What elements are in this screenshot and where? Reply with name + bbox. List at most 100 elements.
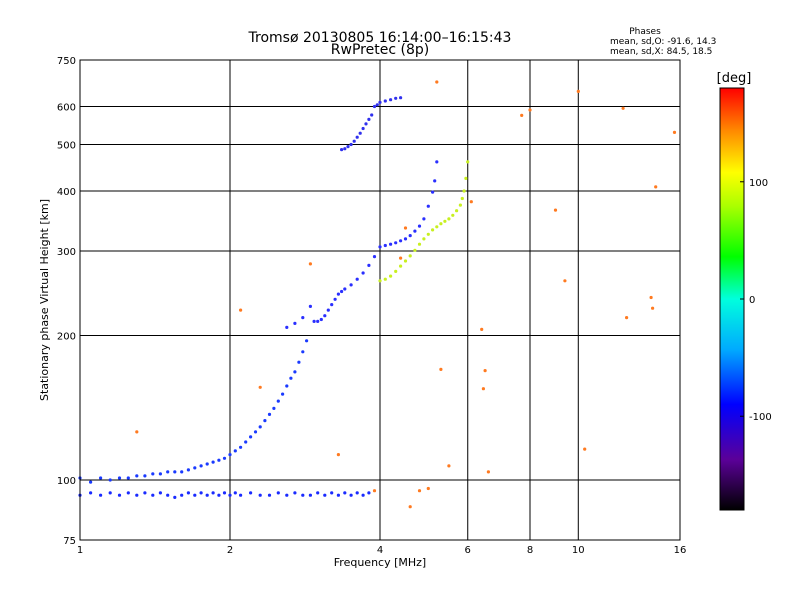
echo-point: [143, 491, 147, 495]
echo-point: [403, 237, 408, 241]
y-axis-label: Stationary phase Virtual Height [km]: [38, 199, 51, 401]
colorbar-ticks: 100 0 -100: [740, 178, 772, 423]
echo-point: [222, 491, 227, 495]
echo-point: [378, 245, 382, 249]
echo-point: [447, 464, 451, 468]
echo-point: [135, 430, 139, 434]
echo-point: [323, 493, 327, 497]
echo-point: [367, 491, 371, 495]
echo-point: [383, 243, 387, 248]
echo-point: [158, 491, 162, 495]
echo-point: [361, 126, 365, 131]
echo-point: [272, 406, 276, 410]
echo-point: [297, 360, 301, 364]
echo-point: [439, 222, 443, 226]
echo-point: [394, 96, 398, 100]
echo-point: [330, 491, 334, 495]
echo-point: [158, 472, 162, 476]
echo-point: [417, 489, 422, 493]
echo-point: [340, 289, 344, 294]
x-tick-label: 10: [572, 545, 585, 556]
y-tick-label: 750: [57, 56, 76, 67]
echo-point: [211, 491, 215, 495]
echo-point: [583, 447, 587, 451]
echo-point: [180, 493, 184, 497]
echo-point: [455, 209, 459, 213]
grid-lines: [80, 60, 680, 540]
echo-point: [520, 113, 524, 117]
echo-point: [249, 491, 253, 495]
echo-point: [312, 319, 316, 323]
echo-point: [621, 106, 625, 110]
echo-point: [462, 189, 466, 193]
phase-summary: Phases mean, sd,O: -91.6, 14.3 mean, sd,…: [610, 27, 716, 57]
echo-point: [239, 493, 243, 497]
echo-point: [323, 314, 327, 318]
echo-point: [108, 478, 112, 482]
echo-point: [135, 474, 139, 478]
echo-point: [293, 491, 297, 495]
echo-point: [301, 350, 305, 354]
echo-point: [431, 228, 435, 232]
echo-point: [346, 145, 350, 149]
echo-point: [378, 279, 382, 283]
echo-point: [403, 226, 408, 230]
echo-point: [399, 264, 403, 268]
echo-point: [361, 271, 365, 275]
echo-point: [422, 217, 426, 221]
echo-point: [563, 279, 567, 283]
echo-point: [469, 200, 473, 204]
y-tick-label: 300: [57, 247, 76, 258]
echo-point: [99, 493, 103, 497]
echo-point: [389, 242, 393, 246]
echo-point: [417, 242, 422, 246]
echo-point: [233, 449, 237, 453]
y-tick-label: 75: [63, 536, 76, 547]
echo-point: [289, 376, 293, 380]
echo-point: [394, 241, 398, 245]
echo-point: [389, 98, 393, 102]
echo-point: [166, 493, 170, 497]
echo-point: [625, 316, 629, 320]
echo-point: [451, 213, 455, 217]
echo-point: [378, 100, 382, 104]
echo-point: [258, 425, 262, 429]
echo-point: [205, 462, 209, 466]
echo-point: [276, 399, 280, 403]
echo-point: [464, 176, 468, 180]
echo-point: [480, 327, 484, 331]
echo-point: [343, 147, 347, 151]
echo-point: [308, 304, 312, 308]
echo-point: [651, 306, 655, 310]
echo-point: [99, 476, 103, 480]
echo-point: [180, 470, 184, 474]
echo-point: [217, 458, 221, 462]
echo-point: [222, 456, 227, 460]
echo-point: [126, 476, 130, 480]
echo-point: [263, 419, 267, 423]
echo-point: [372, 489, 377, 493]
echo-point: [233, 491, 237, 495]
colorbar-tick-label: -100: [749, 412, 772, 423]
echo-point: [435, 225, 439, 229]
echo-point: [258, 385, 262, 389]
colorbar-tick-label: 0: [749, 295, 755, 306]
echo-point: [126, 491, 130, 495]
x-tick-label: 6: [465, 545, 471, 556]
echo-point: [108, 491, 112, 495]
echo-point: [343, 287, 347, 291]
echo-point: [319, 317, 323, 322]
echo-point: [173, 470, 177, 474]
echo-point: [199, 464, 203, 468]
echo-points: [78, 80, 677, 509]
echo-point: [654, 185, 658, 189]
echo-point: [422, 237, 426, 241]
echo-point: [528, 108, 532, 112]
echo-point: [389, 274, 393, 278]
echo-point: [364, 122, 368, 126]
echo-point: [316, 319, 320, 323]
x-tick-label: 8: [527, 545, 533, 556]
y-tick-label: 500: [57, 141, 76, 152]
echo-point: [143, 474, 147, 478]
